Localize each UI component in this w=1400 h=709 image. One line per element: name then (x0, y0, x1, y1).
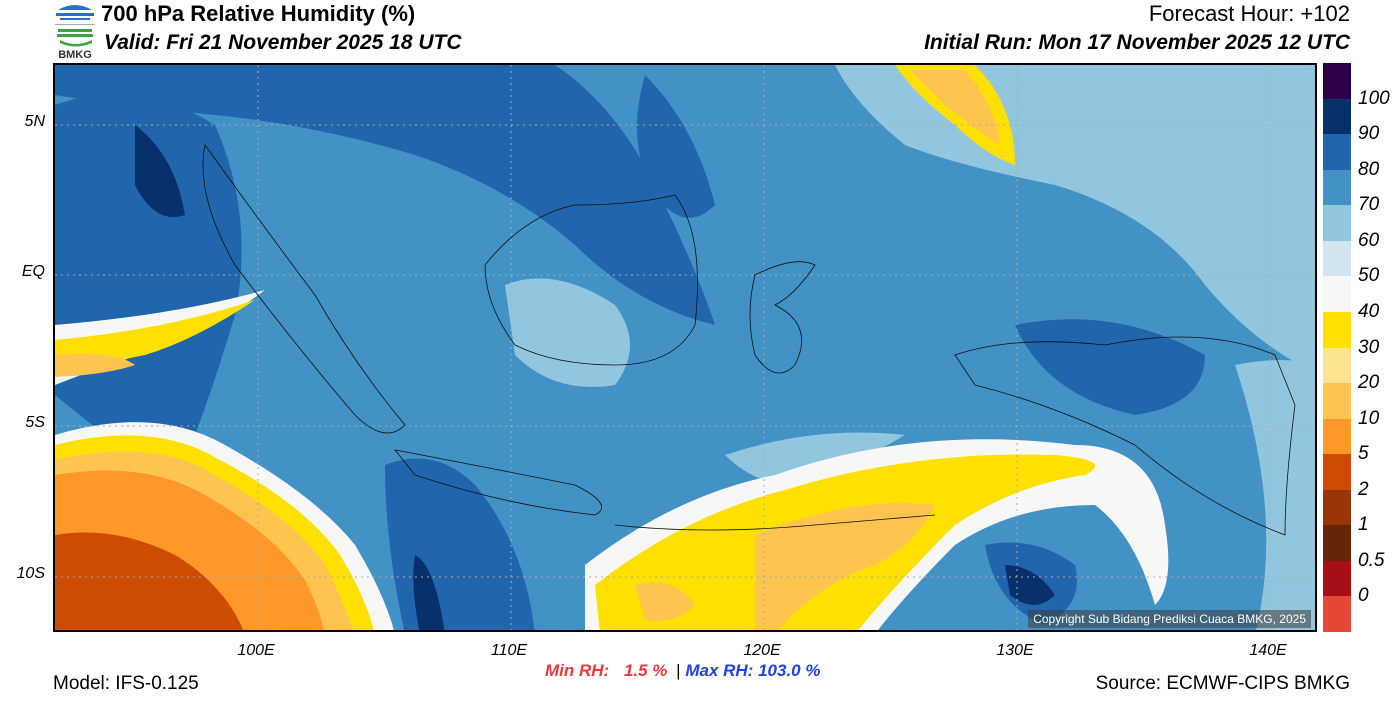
lat-label-5n: 5N (24, 113, 45, 130)
colorbar-label: 90 (1358, 123, 1380, 145)
colorbar-label: 80 (1358, 158, 1380, 180)
forecast-hour: Forecast Hour: +102 (1148, 1, 1350, 26)
lon-label-100e: 100E (237, 642, 275, 659)
model-label: Model: IFS-0.125 (53, 673, 199, 694)
colorbar-segment (1323, 134, 1351, 170)
lat-label-eq: EQ (21, 263, 45, 280)
colorbar-segment (1323, 205, 1351, 241)
lat-label-5s: 5S (25, 414, 45, 431)
lon-label-130e: 130E (996, 642, 1034, 659)
valid-time: Valid: Fri 21 November 2025 18 UTC (104, 31, 462, 54)
bmkg-logo: BMKG (52, 2, 98, 61)
colorbar-segment (1323, 418, 1351, 455)
separator: | (676, 661, 681, 680)
colorbar-segment (1323, 240, 1351, 277)
colorbar-segment (1323, 311, 1351, 348)
colorbar-label: 5 (1358, 443, 1369, 465)
colorbar-segment (1323, 347, 1351, 384)
colorbar-label: 1 (1358, 514, 1369, 536)
lon-label-140e: 140E (1249, 642, 1287, 659)
colorbar-segment (1323, 276, 1351, 312)
colorbar-label: 70 (1358, 194, 1380, 216)
min-rh-value: 1.5 % (623, 661, 668, 680)
colorbar-segment (1323, 63, 1351, 99)
colorbar-segment (1323, 454, 1351, 490)
colorbar-label: 40 (1358, 300, 1380, 322)
colorbar-segment (1323, 596, 1351, 632)
colorbar-label: 50 (1358, 265, 1380, 287)
colorbar-label: 2 (1358, 478, 1369, 500)
source-label: Source: ECMWF-CIPS BMKG (1095, 673, 1350, 694)
copyright-notice: Copyright Sub Bidang Prediksi Cuaca BMKG… (1028, 610, 1311, 628)
humidity-map: Copyright Sub Bidang Prediksi Cuaca BMKG… (53, 63, 1317, 632)
lon-label-110e: 110E (490, 642, 528, 659)
colorbar-segment (1323, 98, 1351, 135)
colorbar-segment (1323, 169, 1351, 206)
colorbar-segment (1323, 489, 1351, 526)
colorbar-label: 30 (1358, 336, 1380, 358)
colorbar-label: 0.5 (1358, 549, 1385, 571)
lat-label-10s: 10S (16, 565, 45, 582)
colorbar-segment (1323, 383, 1351, 419)
lon-label-120e: 120E (743, 642, 781, 659)
colorbar-segment (1323, 560, 1351, 597)
max-rh-label: Max RH: (685, 661, 754, 680)
svg-text:BMKG: BMKG (58, 49, 92, 60)
colorbar-label: 20 (1358, 372, 1380, 394)
min-rh-label: Min RH: (545, 661, 610, 680)
rh-extremes: Min RH: 1.5 % | Max RH: 103.0 % (545, 661, 820, 681)
humidity-field (55, 65, 1315, 630)
colorbar-label: 100 (1358, 87, 1390, 109)
colorbar-label: 0 (1358, 585, 1369, 607)
colorbar-segment (1323, 525, 1351, 561)
colorbar (1323, 63, 1351, 632)
chart-title: 700 hPa Relative Humidity (%) (101, 1, 416, 26)
initial-run: Initial Run: Mon 17 November 2025 12 UTC (924, 31, 1350, 54)
colorbar-label: 60 (1358, 229, 1380, 251)
max-rh-value: 103.0 % (758, 661, 821, 680)
colorbar-label: 10 (1358, 407, 1380, 429)
